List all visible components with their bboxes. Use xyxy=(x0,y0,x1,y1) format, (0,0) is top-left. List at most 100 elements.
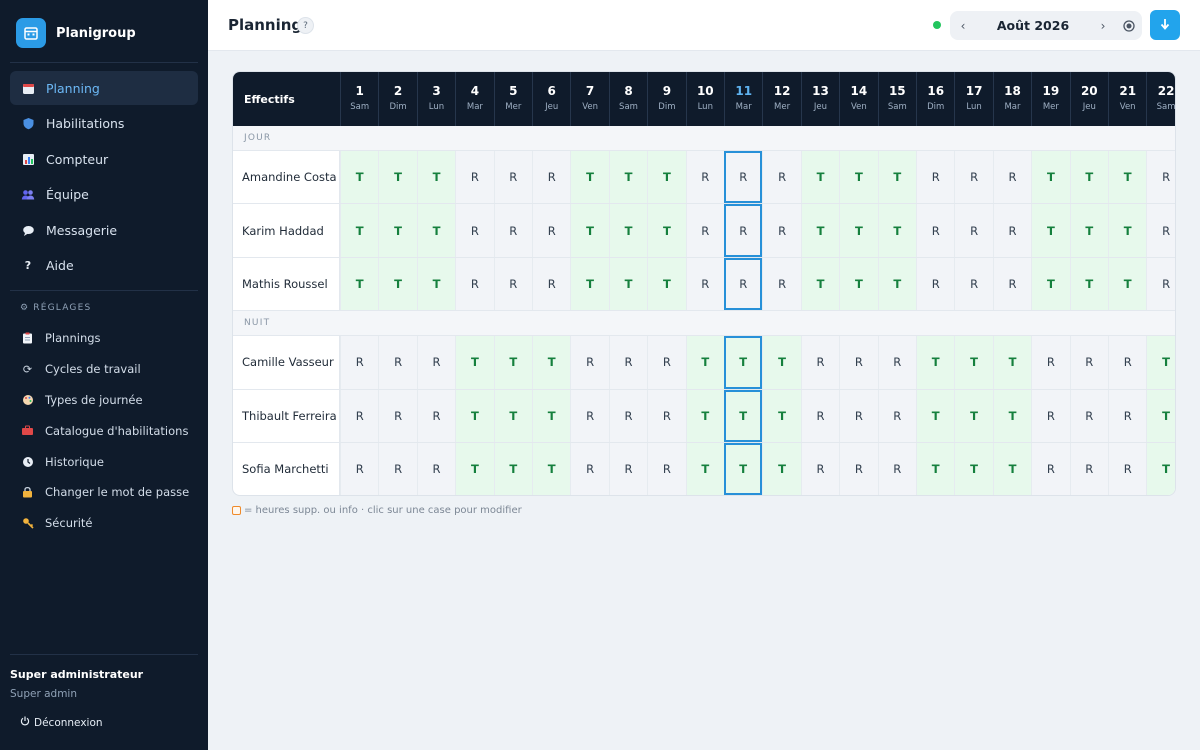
shift-cell[interactable]: T xyxy=(762,443,801,495)
shift-cell[interactable]: T xyxy=(685,389,724,442)
shift-cell[interactable]: R xyxy=(1146,204,1175,257)
shift-cell[interactable]: R xyxy=(839,443,878,495)
shift-cell[interactable]: T xyxy=(532,443,571,495)
nav-item-aide[interactable]: ? Aide xyxy=(10,249,198,283)
shift-cell[interactable]: R xyxy=(455,151,494,204)
shift-cell[interactable]: R xyxy=(992,257,1032,311)
shift-cell[interactable]: T xyxy=(532,389,571,442)
shift-cell[interactable]: R xyxy=(916,204,955,257)
shift-cell[interactable]: T xyxy=(839,257,878,311)
settings-item-historique[interactable]: Historique xyxy=(10,446,198,477)
shift-cell[interactable]: T xyxy=(800,204,840,257)
shift-cell[interactable]: T xyxy=(416,204,456,257)
shift-cell[interactable]: R xyxy=(493,257,532,311)
shift-cell[interactable]: T xyxy=(800,257,840,311)
settings-item-securite[interactable]: Sécurité xyxy=(10,508,198,539)
shift-cell[interactable]: R xyxy=(340,389,379,442)
shift-cell[interactable]: T xyxy=(1031,257,1070,311)
shift-cell[interactable]: R xyxy=(378,389,417,442)
shift-cell[interactable]: T xyxy=(877,204,916,257)
shift-cell[interactable]: T xyxy=(608,257,648,311)
shift-cell[interactable]: T xyxy=(1031,151,1070,204)
shift-cell[interactable]: T xyxy=(378,151,417,204)
shift-cell[interactable]: T xyxy=(416,151,456,204)
shift-cell[interactable]: T xyxy=(1146,389,1175,442)
brand[interactable]: Planigroup xyxy=(16,18,136,48)
settings-item-plannings[interactable]: Plannings xyxy=(10,323,198,354)
shift-cell[interactable]: T xyxy=(877,257,916,311)
shift-cell[interactable]: T xyxy=(916,389,955,442)
shift-cell[interactable]: R xyxy=(800,389,840,442)
shift-cell[interactable]: T xyxy=(608,151,648,204)
shift-cell[interactable]: T xyxy=(416,257,456,311)
shift-cell[interactable]: T xyxy=(340,204,379,257)
employee-name[interactable]: Karim Haddad xyxy=(233,204,340,257)
shift-cell[interactable]: R xyxy=(839,336,878,389)
shift-cell[interactable]: T xyxy=(1108,151,1147,204)
shift-cell[interactable]: T xyxy=(455,336,494,389)
shift-cell[interactable]: T xyxy=(954,443,993,495)
shift-cell[interactable]: R xyxy=(416,336,456,389)
shift-cell[interactable]: T xyxy=(954,336,993,389)
shift-cell[interactable]: T xyxy=(1069,257,1108,311)
shift-cell[interactable]: R xyxy=(570,443,609,495)
shift-cell[interactable]: T xyxy=(493,336,532,389)
shift-cell[interactable]: R xyxy=(800,443,840,495)
shift-cell[interactable]: R xyxy=(1069,389,1108,442)
shift-cell[interactable]: R xyxy=(685,151,724,204)
shift-cell[interactable]: R xyxy=(1108,443,1147,495)
employee-name[interactable]: Mathis Roussel xyxy=(233,257,340,311)
shift-cell[interactable]: R xyxy=(724,257,763,311)
shift-cell[interactable]: T xyxy=(1031,204,1070,257)
shift-cell[interactable]: T xyxy=(839,151,878,204)
shift-cell[interactable]: T xyxy=(647,151,686,204)
shift-cell[interactable]: R xyxy=(455,257,494,311)
shift-cell[interactable]: R xyxy=(608,336,648,389)
shift-cell[interactable]: T xyxy=(916,336,955,389)
download-button[interactable] xyxy=(1150,10,1180,40)
shift-cell[interactable]: T xyxy=(724,443,763,495)
shift-cell[interactable]: R xyxy=(1108,389,1147,442)
shift-cell[interactable]: R xyxy=(839,389,878,442)
settings-item-catalogue[interactable]: Catalogue d'habilitations xyxy=(10,415,198,446)
shift-cell[interactable]: T xyxy=(340,257,379,311)
shift-cell[interactable]: R xyxy=(762,204,801,257)
shift-cell[interactable]: R xyxy=(340,336,379,389)
shift-cell[interactable]: T xyxy=(378,257,417,311)
shift-cell[interactable]: R xyxy=(1146,257,1175,311)
shift-cell[interactable]: T xyxy=(800,151,840,204)
shift-cell[interactable]: T xyxy=(1108,257,1147,311)
settings-item-cycles[interactable]: ⟳ Cycles de travail xyxy=(10,354,198,385)
shift-cell[interactable]: R xyxy=(724,151,763,204)
shift-cell[interactable]: R xyxy=(455,204,494,257)
shift-cell[interactable]: T xyxy=(1108,204,1147,257)
shift-cell[interactable]: T xyxy=(724,389,763,442)
nav-item-habilitations[interactable]: Habilitations xyxy=(10,107,198,141)
settings-item-types-journee[interactable]: Types de journée xyxy=(10,385,198,416)
shift-cell[interactable]: R xyxy=(608,389,648,442)
shift-cell[interactable]: R xyxy=(1069,336,1108,389)
shift-cell[interactable]: T xyxy=(992,389,1032,442)
shift-cell[interactable]: R xyxy=(800,336,840,389)
shift-cell[interactable]: T xyxy=(1146,443,1175,495)
nav-item-messagerie[interactable]: Messagerie xyxy=(10,213,198,247)
shift-cell[interactable]: R xyxy=(647,443,686,495)
shift-cell[interactable]: R xyxy=(685,257,724,311)
logout-button[interactable]: Déconnexion xyxy=(20,716,103,729)
shift-cell[interactable]: T xyxy=(455,443,494,495)
shift-cell[interactable]: R xyxy=(685,204,724,257)
current-month-label[interactable]: Août 2026 xyxy=(996,18,1070,33)
shift-cell[interactable]: R xyxy=(916,257,955,311)
shift-cell[interactable]: R xyxy=(493,151,532,204)
shift-cell[interactable]: R xyxy=(877,336,916,389)
shift-cell[interactable]: T xyxy=(493,389,532,442)
shift-cell[interactable]: T xyxy=(992,443,1032,495)
shift-cell[interactable]: T xyxy=(992,336,1032,389)
shift-cell[interactable]: R xyxy=(647,336,686,389)
shift-cell[interactable]: R xyxy=(877,389,916,442)
shift-cell[interactable]: R xyxy=(954,151,993,204)
shift-cell[interactable]: T xyxy=(954,389,993,442)
shift-cell[interactable]: T xyxy=(455,389,494,442)
shift-cell[interactable]: R xyxy=(1069,443,1108,495)
today-button[interactable] xyxy=(1116,11,1142,40)
